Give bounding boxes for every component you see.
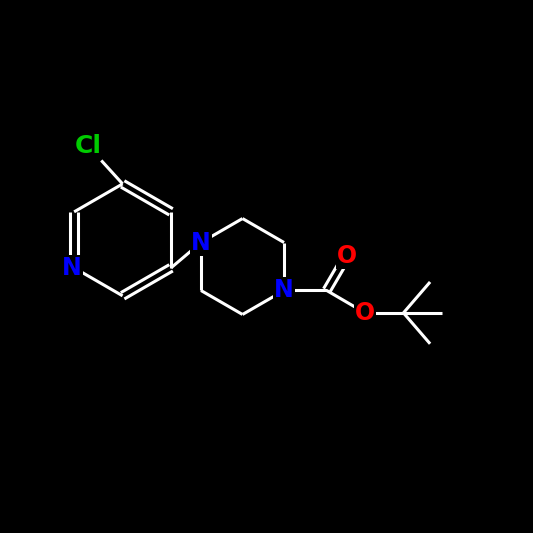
- Text: O: O: [337, 244, 357, 268]
- Text: N: N: [62, 256, 82, 280]
- Text: N: N: [274, 278, 294, 303]
- Text: Cl: Cl: [75, 133, 101, 158]
- Text: O: O: [355, 301, 375, 325]
- Text: N: N: [191, 230, 211, 255]
